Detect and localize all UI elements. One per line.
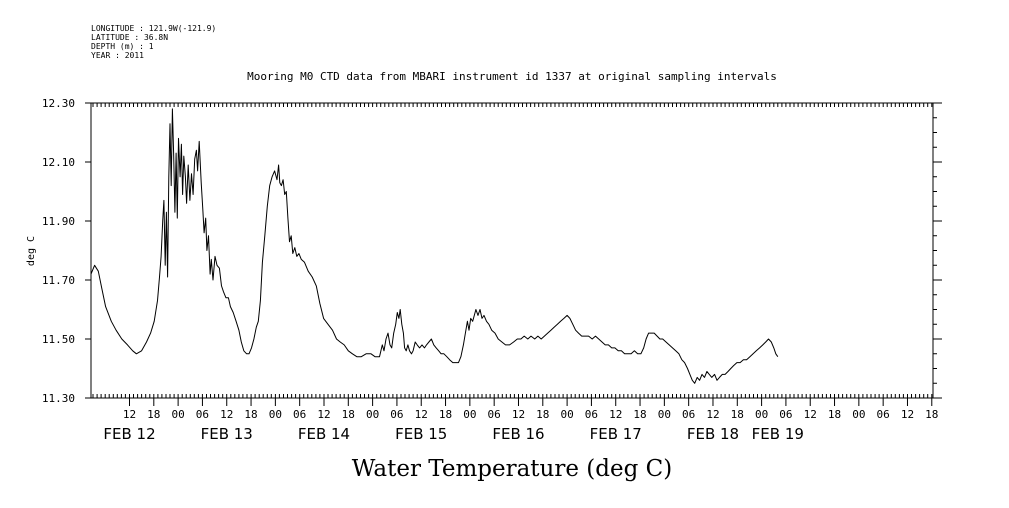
y-tick-label: 11.70	[42, 274, 75, 287]
x-hour-label: 00	[658, 408, 671, 421]
x-hour-label: 06	[585, 408, 598, 421]
y-tick-label: 12.30	[42, 97, 75, 110]
x-hour-label: 12	[512, 408, 525, 421]
y-axis-label: deg C	[26, 236, 37, 266]
metadata-line: LONGITUDE : 121.9W(-121.9)	[91, 24, 216, 33]
x-hour-label: 18	[244, 408, 257, 421]
x-hour-label: 00	[171, 408, 184, 421]
x-hour-label: 00	[755, 408, 768, 421]
metadata-line: LATITUDE : 36.8N	[91, 33, 168, 42]
x-hour-label: 18	[828, 408, 841, 421]
y-tick-label: 11.90	[42, 215, 75, 228]
series-line-water-temperature	[90, 108, 779, 384]
chart-title: Mooring M0 CTD data from MBARI instrumen…	[247, 70, 777, 83]
x-hour-label: 18	[147, 408, 160, 421]
x-hour-label: 12	[901, 408, 914, 421]
x-hour-label: 06	[682, 408, 695, 421]
x-hour-label: 00	[560, 408, 573, 421]
x-hour-label: 12	[415, 408, 428, 421]
y-tick-label: 12.10	[42, 156, 75, 169]
x-hour-label: 12	[609, 408, 622, 421]
x-day-label: FEB 15	[395, 425, 447, 443]
metadata-block: LONGITUDE : 121.9W(-121.9)LATITUDE : 36.…	[91, 24, 216, 60]
plot-frame	[90, 102, 934, 399]
x-day-label: FEB 16	[492, 425, 544, 443]
series-group	[90, 108, 779, 384]
x-hour-label: 06	[488, 408, 501, 421]
x-day-label: FEB 12	[103, 425, 155, 443]
x-hour-label: 00	[463, 408, 476, 421]
x-hour-label: 12	[804, 408, 817, 421]
x-hour-label: 18	[439, 408, 452, 421]
x-hour-label: 06	[390, 408, 403, 421]
x-hour-label: 18	[633, 408, 646, 421]
x-hour-label: 00	[269, 408, 282, 421]
x-axis: 12 18 00 06 12 18 00 06 12 18 00 06 12 18 00 06 12 18 00 06…	[103, 398, 938, 443]
metadata-line: DEPTH (m) : 1	[91, 42, 154, 51]
x-day-label: FEB 17	[590, 425, 642, 443]
x-hour-label: 12	[123, 408, 136, 421]
minor-ticks	[92, 103, 933, 398]
x-hour-label: 18	[925, 408, 938, 421]
x-hour-label: 06	[196, 408, 209, 421]
x-hour-label: 00	[852, 408, 865, 421]
x-hour-label: 06	[877, 408, 890, 421]
x-day-label: FEB 18	[687, 425, 739, 443]
x-day-label: FEB 13	[201, 425, 253, 443]
x-hour-label: 12	[220, 408, 233, 421]
metadata-line: YEAR : 2011	[91, 51, 144, 60]
bottom-title: Water Temperature (deg C)	[352, 456, 672, 482]
x-day-label: FEB 14	[298, 425, 350, 443]
x-hour-label: 12	[317, 408, 330, 421]
y-axis: 11.30 11.50 11.70 11.90 12.10 12.30	[42, 97, 942, 405]
x-hour-label: 12	[706, 408, 719, 421]
x-hour-label: 18	[342, 408, 355, 421]
x-hour-label: 06	[293, 408, 306, 421]
y-tick-label: 11.30	[42, 392, 75, 405]
x-day-label: FEB 19	[752, 425, 804, 443]
y-tick-label: 11.50	[42, 333, 75, 346]
x-hour-label: 18	[731, 408, 744, 421]
x-hour-label: 00	[366, 408, 379, 421]
x-hour-label: 18	[536, 408, 549, 421]
x-hour-label: 06	[779, 408, 792, 421]
